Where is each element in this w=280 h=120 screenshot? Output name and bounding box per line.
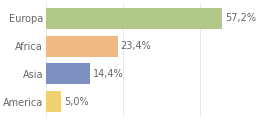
Bar [46,63,90,84]
Text: 5,0%: 5,0% [64,97,88,107]
Text: 14,4%: 14,4% [93,69,123,79]
Bar [46,91,61,112]
Text: 57,2%: 57,2% [225,13,256,23]
Bar [46,36,118,57]
Text: 23,4%: 23,4% [120,41,151,51]
Bar [46,8,222,29]
